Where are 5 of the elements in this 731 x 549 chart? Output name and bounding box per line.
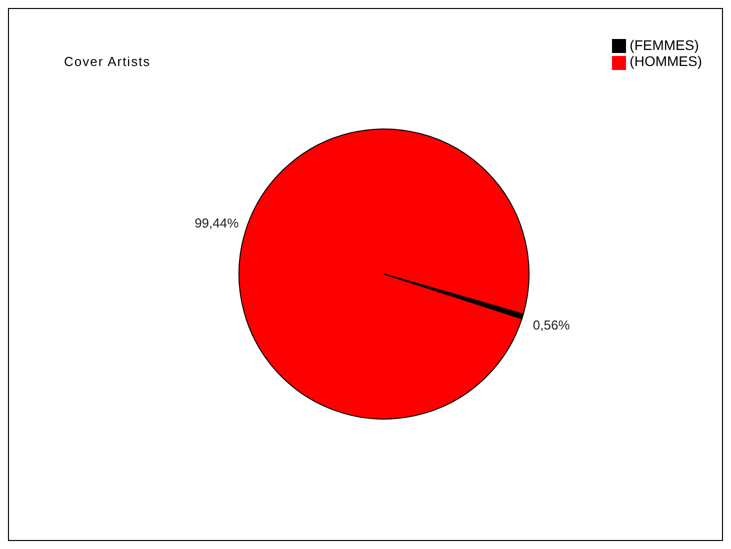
legend-label: (HOMMES) — [630, 53, 702, 70]
data-label: 0,56% — [532, 318, 570, 333]
legend-label: (FEMMES) — [630, 37, 699, 53]
text: Cover Artists — [64, 54, 151, 69]
data-label: 99,44% — [194, 215, 240, 230]
